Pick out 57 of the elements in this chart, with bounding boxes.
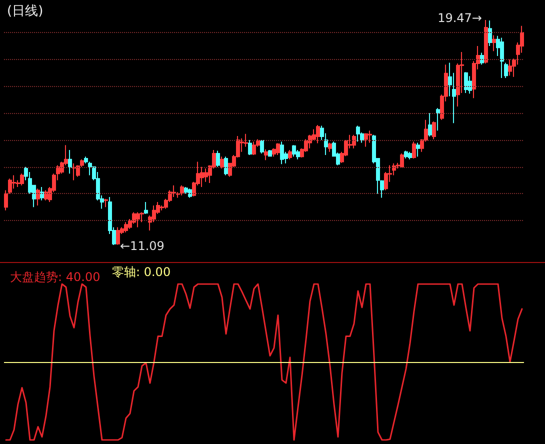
candlestick <box>104 198 108 208</box>
candlestick <box>224 156 228 176</box>
annotation: ←11.09 <box>120 239 164 253</box>
candlestick <box>316 124 320 144</box>
candlestick <box>480 52 484 66</box>
candlestick <box>72 162 76 181</box>
candlestick <box>276 142 280 156</box>
candlestick <box>432 120 436 140</box>
candlestick <box>136 212 140 228</box>
candlestick <box>180 184 184 196</box>
chart-title: (日线) <box>7 4 44 19</box>
series-label: 大盘趋势: 40.00 <box>10 270 100 284</box>
candlestick <box>428 112 432 138</box>
candlestick <box>356 125 360 142</box>
candlestick <box>248 140 252 156</box>
candlestick <box>352 134 356 149</box>
candlestick <box>216 150 220 168</box>
candlestick <box>492 34 496 52</box>
candlestick <box>280 141 284 165</box>
candlestick <box>292 144 296 158</box>
candlestick <box>328 142 332 152</box>
candlestick <box>368 130 372 144</box>
candlestick <box>144 202 148 214</box>
candlestick <box>484 20 488 64</box>
candlestick <box>500 37 504 78</box>
candlestick <box>20 173 24 186</box>
candlestick <box>404 150 408 160</box>
annotation: 19.47→ <box>438 11 482 25</box>
candlestick <box>488 20 492 47</box>
candlestick <box>288 149 292 160</box>
candlestick <box>184 186 188 194</box>
candlestick <box>268 149 272 158</box>
candlestick <box>416 142 420 158</box>
candlestick <box>412 141 416 160</box>
ref-line-label: 零轴: 0.00 <box>112 265 171 279</box>
candlestick <box>508 58 512 76</box>
candlestick <box>252 141 256 156</box>
candlestick <box>200 166 204 188</box>
candlestick <box>44 190 48 201</box>
candlestick <box>436 108 440 132</box>
candlestick <box>116 226 120 246</box>
candlestick <box>36 188 40 206</box>
candlestick <box>400 152 404 168</box>
candlestick <box>68 149 72 174</box>
candlestick <box>40 186 44 201</box>
candlestick <box>220 156 224 169</box>
candlestick <box>504 62 508 78</box>
candlestick <box>264 148 268 161</box>
candlestick <box>260 140 264 154</box>
candlestick <box>124 222 128 233</box>
candlestick <box>468 76 472 94</box>
candlestick <box>12 174 16 190</box>
candlestick <box>364 132 368 148</box>
candlestick <box>296 149 300 160</box>
candlestick <box>464 72 468 94</box>
candlestick <box>188 188 192 198</box>
candlestick <box>408 151 412 160</box>
